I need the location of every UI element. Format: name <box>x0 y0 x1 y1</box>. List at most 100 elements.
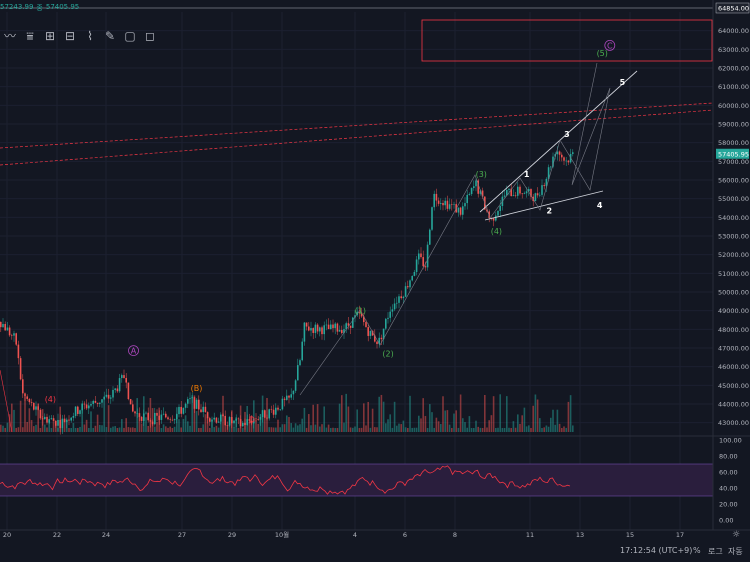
candle-body <box>110 397 112 399</box>
volume-bar <box>11 403 13 432</box>
brush-icon[interactable]: ⌇ <box>87 29 93 43</box>
volume-bar <box>261 395 264 432</box>
volume-bar <box>506 396 508 432</box>
volume-bar <box>162 424 165 432</box>
price-tick-label: 52000.00 <box>718 251 749 259</box>
volume-bar <box>105 427 108 432</box>
candle-body <box>402 296 405 299</box>
candle-body <box>99 402 101 404</box>
pencil-icon[interactable]: ✎ <box>104 29 116 43</box>
volume-bar <box>59 406 61 432</box>
volume-bar <box>195 411 198 432</box>
candle-body <box>360 312 363 317</box>
candle-body <box>321 327 323 335</box>
candle-body <box>563 157 565 161</box>
candle-body <box>391 309 394 312</box>
volume-bar <box>475 420 477 432</box>
volume-bar <box>220 418 222 432</box>
log-toggle[interactable]: 로그 <box>708 547 723 556</box>
fib-icon[interactable]: ⩸ <box>26 29 34 43</box>
candle-body <box>497 210 499 216</box>
measure-icon[interactable]: ⊟ <box>64 29 76 43</box>
lock-icon[interactable]: ▢ <box>124 29 136 43</box>
price-tick-label: 57000.00 <box>718 158 749 166</box>
candle-body <box>358 311 361 313</box>
volume-bar <box>215 425 218 432</box>
time-tick-label: 10월 <box>275 530 289 539</box>
rsi-tick-label: 40.00 <box>719 485 738 493</box>
volume-bar <box>233 427 235 432</box>
pattern-icon[interactable]: ⊞ <box>44 29 56 43</box>
volume-bar <box>336 427 339 432</box>
candle-body <box>413 271 416 276</box>
volume-bar <box>321 424 323 432</box>
volume-bar <box>536 399 539 432</box>
volume-bar <box>398 423 400 432</box>
volume-bar <box>167 427 169 432</box>
candle-body <box>488 211 490 218</box>
volume-bar <box>52 419 55 432</box>
volume-bar <box>226 425 229 432</box>
volume-bar <box>81 403 83 432</box>
price-tick-label: 48000.00 <box>718 326 749 334</box>
volume-bar <box>552 409 554 432</box>
price-tick-label: 49000.00 <box>718 307 749 315</box>
volume-bar <box>39 427 42 432</box>
candle-body <box>173 419 176 421</box>
volume-bar <box>127 427 130 432</box>
volume-bar <box>48 420 50 432</box>
rsi-tick-label: 20.00 <box>719 501 738 509</box>
volume-bar <box>46 427 48 432</box>
candle-body <box>371 330 374 336</box>
volume-bar <box>308 414 310 432</box>
candle-body <box>319 327 321 332</box>
volume-bar <box>365 425 367 432</box>
volume-bar <box>345 393 347 432</box>
price-tick-label: 62000.00 <box>718 65 749 73</box>
settings-icon[interactable]: ☼ <box>732 530 741 540</box>
candle-body <box>277 407 279 410</box>
volume-bar <box>28 408 31 432</box>
candle-body <box>470 188 473 195</box>
volume-bar <box>110 427 112 432</box>
auto-toggle[interactable]: 자동 <box>728 547 743 556</box>
volume-bar <box>411 427 413 432</box>
volume-bar <box>149 397 152 432</box>
wave-label-circle <box>604 40 616 51</box>
volume-bar <box>347 406 350 432</box>
candle-body <box>96 402 99 404</box>
candle-body <box>517 186 519 196</box>
candle-body <box>209 418 211 422</box>
time-tick-label: 15 <box>626 531 634 539</box>
candle-body <box>352 317 354 328</box>
percent-toggle[interactable]: % <box>693 546 701 555</box>
volume-bar <box>453 413 455 432</box>
candle-body <box>323 325 325 335</box>
candle-body <box>459 207 462 215</box>
candle-body <box>545 178 548 187</box>
volume-bar <box>57 427 59 432</box>
candle-body <box>404 286 407 297</box>
volume-bar <box>79 426 81 432</box>
candle-body <box>195 399 198 409</box>
volume-bar <box>134 427 136 432</box>
candle-body <box>101 399 103 403</box>
volume-bar <box>248 421 251 432</box>
candle-body <box>380 337 383 340</box>
volume-bar <box>202 424 204 432</box>
candle-body <box>316 324 319 332</box>
volume-bar <box>367 401 369 432</box>
price-tick-label: 50000.00 <box>718 289 749 297</box>
price-tick-label: 54000.00 <box>718 214 749 222</box>
candle-body <box>19 358 22 380</box>
comment-icon[interactable]: ◻ <box>145 29 155 43</box>
candle-body <box>312 328 314 333</box>
dashed-resistance-upper <box>0 102 714 149</box>
volume-bar <box>228 423 231 432</box>
volume-bar <box>424 416 427 432</box>
volume-bar <box>490 415 493 432</box>
candle-body <box>224 415 226 426</box>
volume-bar <box>17 427 20 432</box>
trend-line-icon[interactable]: 〰 <box>3 29 16 43</box>
